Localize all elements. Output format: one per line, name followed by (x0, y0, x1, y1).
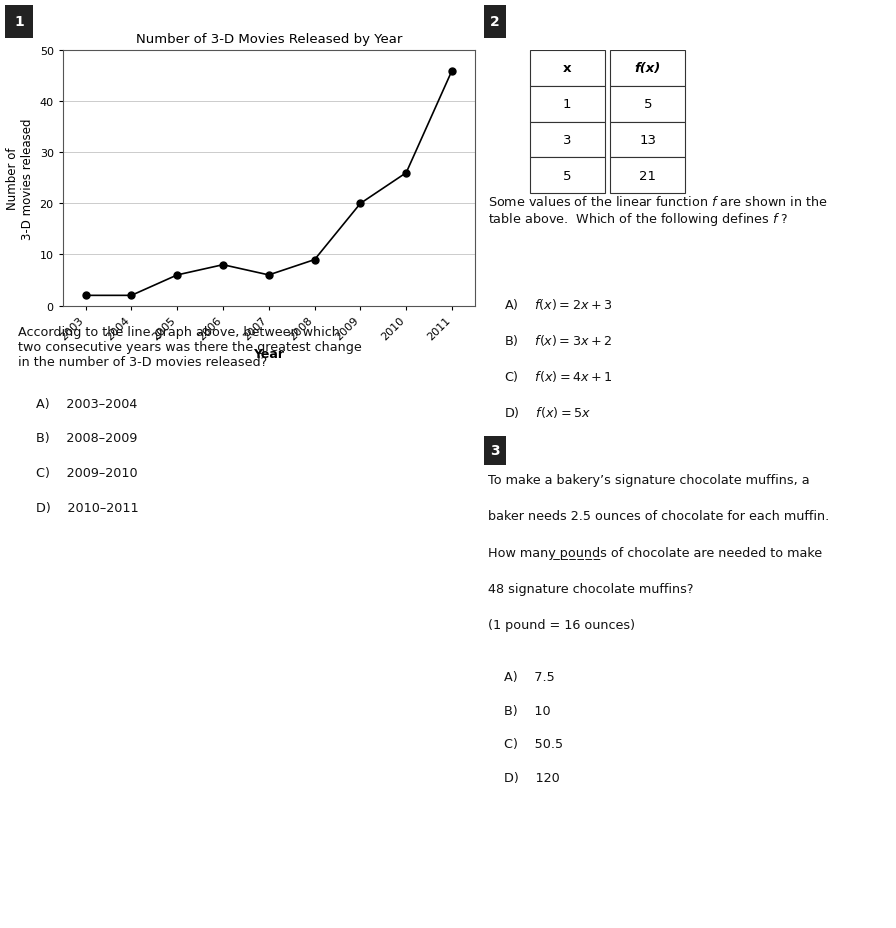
FancyBboxPatch shape (530, 51, 605, 86)
FancyBboxPatch shape (610, 158, 685, 194)
Y-axis label: Number of
3-D movies released: Number of 3-D movies released (6, 118, 34, 239)
Text: B)  $f(x) = 3x + 2$: B) $f(x) = 3x + 2$ (504, 333, 613, 348)
Text: 13: 13 (640, 134, 656, 147)
Text: 3: 3 (563, 134, 572, 147)
Text: 3: 3 (490, 444, 500, 458)
FancyBboxPatch shape (610, 51, 685, 86)
Text: (1 pound = 16 ounces): (1 pound = 16 ounces) (488, 619, 635, 632)
Text: 1: 1 (14, 15, 24, 30)
Title: Number of 3-D Movies Released by Year: Number of 3-D Movies Released by Year (135, 32, 402, 45)
FancyBboxPatch shape (484, 6, 506, 39)
Text: A)  7.5: A) 7.5 (504, 670, 556, 683)
Text: 21: 21 (640, 170, 656, 183)
Text: A)  2003–2004: A) 2003–2004 (36, 397, 137, 410)
Text: 48 signature chocolate muffins?: 48 signature chocolate muffins? (488, 582, 694, 595)
Text: 2: 2 (490, 15, 500, 30)
Text: x: x (563, 62, 572, 75)
Text: D)  2010–2011: D) 2010–2011 (36, 501, 139, 514)
FancyBboxPatch shape (530, 122, 605, 158)
FancyBboxPatch shape (530, 86, 605, 122)
FancyBboxPatch shape (530, 158, 605, 194)
Text: C)  50.5: C) 50.5 (504, 738, 564, 751)
Text: B)  2008–2009: B) 2008–2009 (36, 432, 137, 445)
Text: To make a bakery’s signature chocolate muffins, a: To make a bakery’s signature chocolate m… (488, 473, 810, 486)
Text: A)  $f(x) = 2x + 3$: A) $f(x) = 2x + 3$ (504, 297, 613, 312)
Text: f(x): f(x) (634, 62, 661, 75)
Text: D)  $f(x) = 5x$: D) $f(x) = 5x$ (504, 405, 591, 419)
Text: B)  10: B) 10 (504, 703, 551, 716)
FancyBboxPatch shape (484, 436, 506, 466)
Text: 5: 5 (643, 98, 652, 111)
Text: baker needs 2.5 ounces of chocolate for each muffin.: baker needs 2.5 ounces of chocolate for … (488, 509, 830, 522)
X-axis label: Year: Year (254, 348, 284, 361)
Text: 1: 1 (563, 98, 572, 111)
Text: D)  120: D) 120 (504, 771, 560, 784)
Text: How many ̲p̲o̲u̲n̲d̲s of chocolate are needed to make: How many ̲p̲o̲u̲n̲d̲s of chocolate are n… (488, 546, 823, 559)
Text: 5: 5 (563, 170, 572, 183)
FancyBboxPatch shape (4, 6, 33, 39)
Text: Some values of the linear function $f$ are shown in the
table above.  Which of t: Some values of the linear function $f$ a… (488, 195, 828, 228)
Text: According to the line graph above, between which
two consecutive years was there: According to the line graph above, betwe… (18, 326, 362, 368)
FancyBboxPatch shape (610, 122, 685, 158)
FancyBboxPatch shape (610, 86, 685, 122)
Text: C)  $f(x) = 4x + 1$: C) $f(x) = 4x + 1$ (504, 368, 613, 384)
Text: C)  2009–2010: C) 2009–2010 (36, 467, 137, 480)
